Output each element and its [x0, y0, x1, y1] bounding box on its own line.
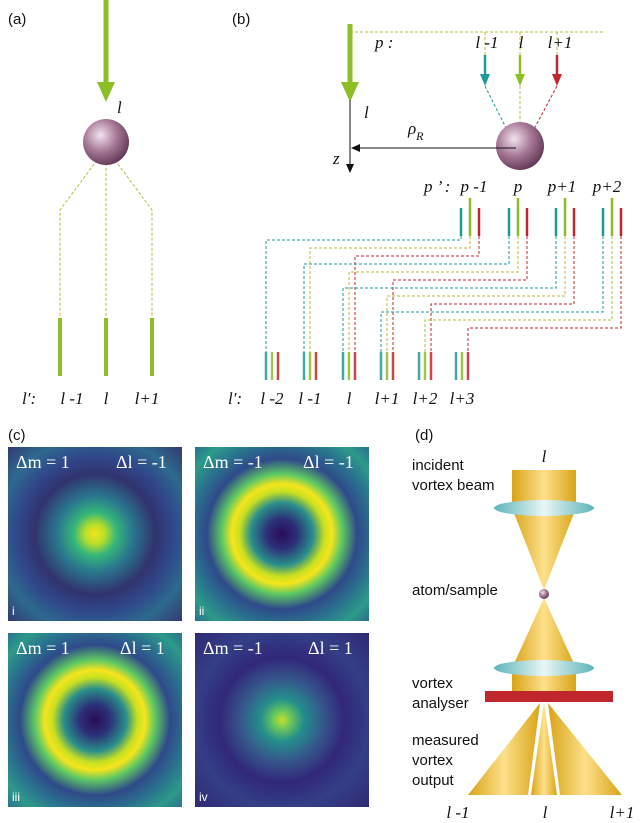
- arrow-head: [346, 164, 354, 173]
- arrow-head: [351, 144, 360, 152]
- output-label: l+1: [135, 389, 160, 408]
- output-bars: [58, 318, 154, 376]
- route: [424, 236, 613, 352]
- lens: [494, 500, 594, 516]
- out-prefix: l′:: [228, 389, 242, 408]
- p2-prefix: p ’ :: [423, 177, 450, 196]
- arrow-head: [515, 74, 525, 86]
- text: analyser: [412, 695, 469, 712]
- paths: [59, 147, 153, 318]
- p-label: l -1: [475, 33, 498, 52]
- panel-c: (c) Δm = 1 Δl = -1 i Δm = -1 Δl = -1 ii …: [8, 427, 369, 807]
- out-label: l+1: [375, 389, 400, 408]
- dm: Δm = 1: [16, 452, 70, 472]
- tag: iii: [12, 790, 20, 804]
- output-label: l: [104, 389, 109, 408]
- beam-cone: [512, 508, 576, 590]
- text: atom/sample: [412, 582, 498, 599]
- route: [392, 236, 528, 352]
- route: [303, 236, 510, 352]
- text: output: [412, 772, 455, 789]
- output-label: l -1: [60, 389, 83, 408]
- dl: Δl = 1: [308, 638, 353, 658]
- route: [348, 236, 519, 352]
- dm: Δm = 1: [16, 638, 70, 658]
- atom: [83, 119, 129, 165]
- p2-label: p+1: [547, 177, 576, 196]
- route: [265, 236, 462, 352]
- out-label: l+2: [413, 389, 438, 408]
- atom: [539, 589, 549, 599]
- tag: i: [12, 604, 15, 618]
- arrow-head: [480, 74, 490, 86]
- p-label: l+1: [548, 33, 573, 52]
- beam-cone: [512, 598, 576, 668]
- panel-b: (b) p : l -1 l l+1 l z ρR p ’ : p -1 p p…: [228, 11, 623, 408]
- output-label: l: [543, 803, 548, 822]
- out-label: l+3: [450, 389, 475, 408]
- p2-label: p+2: [592, 177, 622, 196]
- top-paths: [350, 31, 603, 55]
- image: [195, 447, 369, 621]
- axis-label: z: [332, 149, 340, 168]
- text: vortex: [412, 675, 453, 692]
- route: [386, 236, 566, 352]
- route: [309, 236, 471, 352]
- beam-label: l: [364, 103, 369, 122]
- route: [354, 236, 480, 352]
- route: [342, 236, 557, 352]
- dm: Δm = -1: [203, 452, 263, 472]
- text: vortex beam: [412, 477, 495, 494]
- arrow-head: [97, 82, 115, 102]
- out-label: l -1: [298, 389, 321, 408]
- text: vortex: [412, 752, 453, 769]
- radius-subscript: R: [415, 129, 424, 143]
- p2-label: p: [513, 177, 523, 196]
- arrow-head: [341, 82, 359, 102]
- panel-label: (c): [8, 427, 26, 444]
- image: [195, 633, 369, 807]
- tag: iv: [199, 790, 208, 804]
- route: [430, 236, 575, 352]
- text: incident: [412, 457, 465, 474]
- panel-d: (d) l incident vortex beam atom/sample v…: [412, 427, 634, 822]
- beam-label: l: [542, 447, 547, 466]
- image: [8, 633, 182, 807]
- output-label: l -1: [446, 803, 469, 822]
- p-label: l: [519, 33, 524, 52]
- output-beam: [531, 703, 557, 795]
- text: measured: [412, 732, 479, 749]
- panel-label: (b): [232, 11, 250, 28]
- analyser: [485, 691, 613, 702]
- image: [8, 447, 182, 621]
- lens: [494, 660, 594, 676]
- tag: ii: [199, 604, 204, 618]
- route: [380, 236, 604, 352]
- radius-label: ρR: [407, 119, 424, 143]
- dl: Δl = 1: [120, 638, 165, 658]
- panel-label: (a): [8, 11, 26, 28]
- prefix: l′:: [22, 389, 36, 408]
- out-label: l -2: [260, 389, 284, 408]
- arrow-head: [552, 74, 562, 86]
- route: [467, 236, 622, 352]
- radius-symbol: ρ: [407, 119, 416, 138]
- dl: Δl = -1: [116, 452, 167, 472]
- panel-label: (d): [415, 427, 433, 444]
- p2-label: p -1: [460, 177, 488, 196]
- atom: [496, 122, 544, 170]
- beam-label: l: [117, 98, 122, 117]
- output-beam: [468, 703, 540, 795]
- out-label: l: [347, 389, 352, 408]
- output-beam: [548, 703, 622, 795]
- output-label: l+1: [610, 803, 635, 822]
- dm: Δm = -1: [203, 638, 263, 658]
- panel-a: (a) l l′: l -1 l l+1: [8, 0, 159, 408]
- p-prefix: p :: [374, 33, 393, 52]
- dl: Δl = -1: [303, 452, 354, 472]
